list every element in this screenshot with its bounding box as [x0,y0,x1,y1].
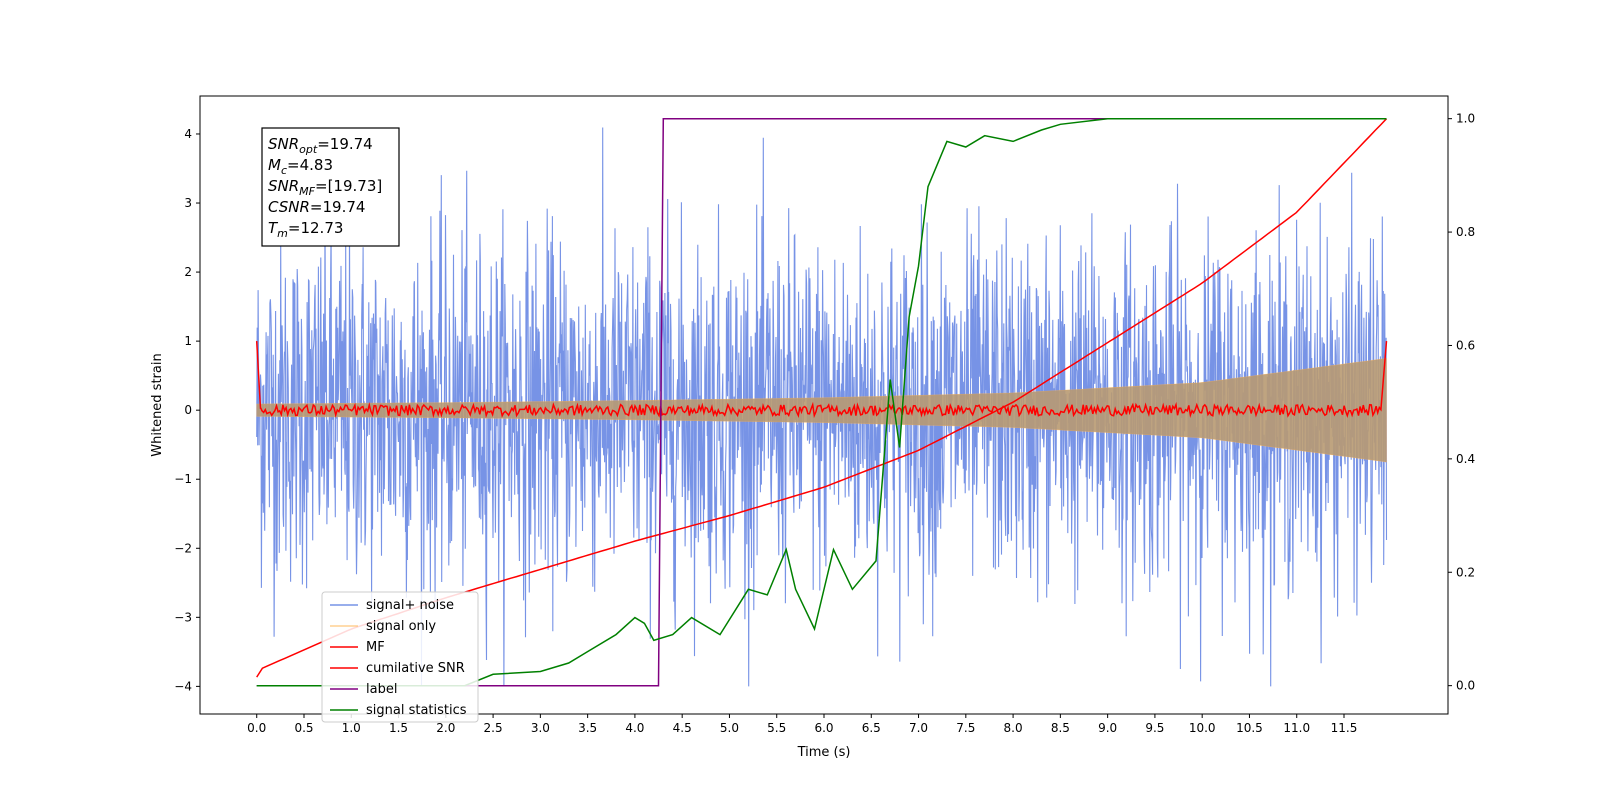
x-tick-label: 1.0 [342,721,361,735]
annotation-line: SNRopt=19.74 [268,135,373,156]
x-tick-label: 6.5 [862,721,881,735]
legend-entry: cumilative SNR [366,661,465,676]
x-tick-label: 9.5 [1145,721,1164,735]
y-tick-label: 1 [184,334,192,348]
x-tick-label: 7.0 [909,721,928,735]
y2-tick-label: 1.0 [1456,112,1475,126]
legend: signal+ noise signal only MF cumilative SNR… [321,591,479,723]
x-axis-label: Time (s) [797,745,851,760]
y2-tick-label: 0.6 [1456,338,1475,352]
x-tick-label: 10.5 [1236,721,1263,735]
x-tick-label: 1.5 [389,721,408,735]
x-tick-label: 0.0 [247,721,266,735]
x-tick-label: 11.5 [1331,721,1358,735]
annotation-line: SNRMF=[19.73] [268,177,382,198]
y2-tick-label: 0.2 [1456,565,1475,579]
x-tick-label: 4.0 [625,721,644,735]
annotation-line: CSNR=19.74 [268,198,365,216]
y2-tick-label: 0.8 [1456,225,1475,239]
y-axis-label: Whitened strain [150,353,165,456]
series-signal-statistics [256,117,1387,687]
x-tick-label: 2.0 [436,721,455,735]
y-axis-left: −4 −3 −2 −1 0 1 2 3 4 [174,127,200,693]
y-tick-label: −4 [174,679,192,693]
y-tick-label: −3 [174,610,192,624]
y-tick-label: −1 [174,472,192,486]
annotation-frame [261,127,400,247]
x-tick-label: 4.5 [673,721,692,735]
legend-entry: MF [366,640,385,655]
annotation-line: Mc=4.83 [268,156,333,177]
y2-tick-label: 0.4 [1456,452,1475,466]
x-tick-label: 9.0 [1098,721,1117,735]
x-tick-label: 3.0 [531,721,550,735]
y-tick-label: 0 [184,403,192,417]
x-tick-label: 6.0 [814,721,833,735]
annotation-line: Tm=12.73 [268,219,343,240]
y-tick-label: 4 [184,127,192,141]
x-tick-label: 5.5 [767,721,786,735]
x-axis: 0.0 0.5 1.0 1.5 2.0 2.5 3.0 3.5 4.0 4.5 5.0 5.5 6.0 6… [247,714,1357,735]
x-tick-label: 2.5 [484,721,503,735]
legend-entry: signal statistics [366,703,467,718]
series-mf [255,341,1388,419]
x-tick-label: 7.5 [956,721,975,735]
legend-frame [321,591,479,723]
y2-tick-label: 0.0 [1456,679,1475,693]
legend-entry: label [366,682,397,697]
legend-entry: signal only [366,619,436,634]
annotation-box: SNRopt=19.74Mc=4.83SNRMF=[19.73]CSNR=19.… [261,127,400,247]
x-tick-label: 11.0 [1283,721,1310,735]
y-tick-label: −2 [174,541,192,555]
legend-entry: signal+ noise [366,598,454,613]
y-tick-label: 3 [184,196,192,210]
x-tick-label: 5.0 [720,721,739,735]
x-tick-label: 8.0 [1004,721,1023,735]
y-tick-label: 2 [184,265,192,279]
y-axis-right: 0.0 0.2 0.4 0.6 0.8 1.0 [1448,112,1475,693]
x-tick-label: 8.5 [1051,721,1070,735]
x-tick-label: 0.5 [294,721,313,735]
x-tick-label: 10.0 [1189,721,1216,735]
x-tick-label: 3.5 [578,721,597,735]
